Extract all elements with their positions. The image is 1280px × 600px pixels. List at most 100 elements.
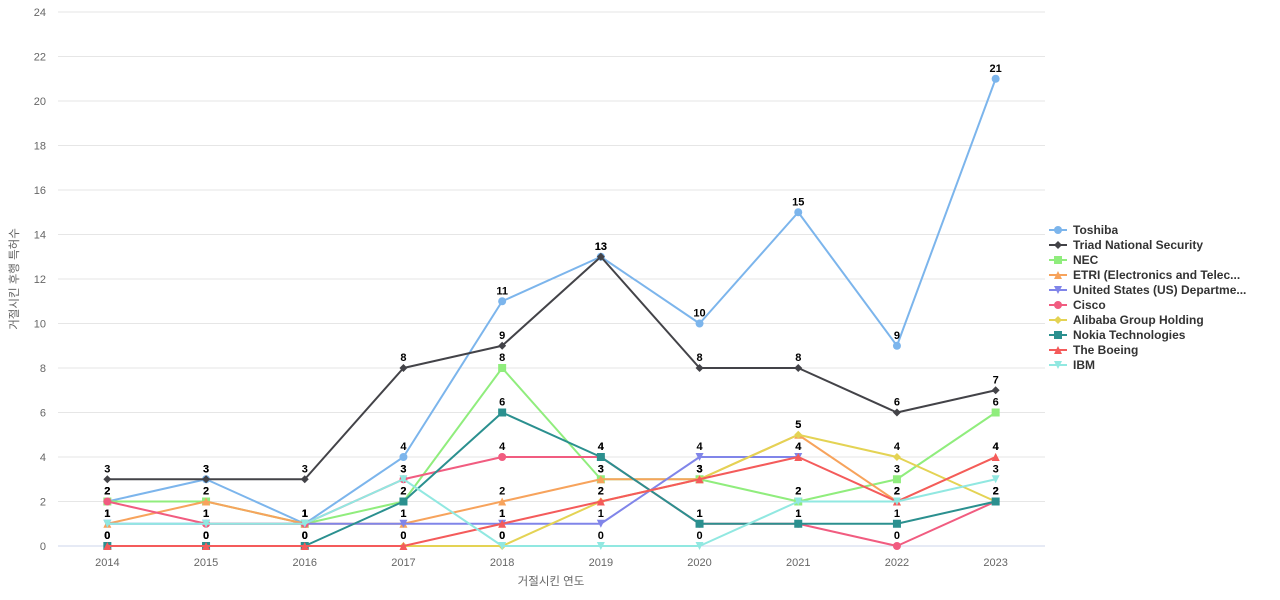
legend-marker-circle-icon: [1049, 225, 1067, 234]
data-label-triad-national-security-2019: 13: [595, 241, 607, 253]
legend-marker-diamond-icon: [1049, 240, 1067, 249]
point-cisco-2018[interactable]: [498, 453, 507, 461]
point-triad-national-security-2021[interactable]: [794, 364, 803, 372]
point-the-boeing-2014[interactable]: [103, 542, 112, 550]
point-nokia-technologies-2020[interactable]: [695, 519, 704, 528]
point-etri-electronics-and-telec-2015[interactable]: [202, 497, 211, 506]
point-united-states-us-departme-2017[interactable]: [399, 519, 408, 528]
legend-item-cisco[interactable]: Cisco: [1048, 297, 1278, 312]
point-toshiba-2020[interactable]: [695, 319, 704, 328]
legend-marker-triangle-icon: [1049, 270, 1067, 279]
point-the-boeing-2021[interactable]: [794, 453, 803, 461]
point-toshiba-2018[interactable]: [498, 297, 507, 306]
x-tick-2016: 2016: [293, 557, 317, 569]
point-the-boeing-2017[interactable]: [399, 542, 408, 550]
point-triad-national-security-2016[interactable]: [300, 475, 309, 484]
point-toshiba-2021[interactable]: [794, 208, 803, 217]
legend-item-nokia-technologies[interactable]: Nokia Technologies: [1048, 327, 1278, 342]
data-label-the-boeing-2019: 2: [598, 486, 604, 498]
point-nokia-technologies-2019[interactable]: [596, 453, 605, 461]
data-label-toshiba-2021: 15: [792, 196, 804, 208]
point-ibm-2016[interactable]: [300, 519, 309, 528]
point-triad-national-security-2018[interactable]: [498, 341, 507, 350]
x-tick-2018: 2018: [490, 557, 514, 569]
point-ibm-2018[interactable]: [498, 542, 507, 550]
point-the-boeing-2016[interactable]: [300, 542, 309, 550]
data-label-toshiba-2019: 13: [595, 241, 607, 253]
point-nokia-technologies-2017[interactable]: [399, 497, 408, 506]
data-label-the-boeing-2022: 2: [894, 486, 900, 498]
data-label-toshiba-2022: 9: [894, 330, 900, 342]
series-triad-national-security: [103, 252, 1000, 484]
legend-label: Cisco: [1073, 297, 1106, 312]
point-ibm-2017[interactable]: [399, 475, 408, 484]
legend-label: Triad National Security: [1073, 237, 1204, 252]
data-label-cisco-2015: 1: [203, 508, 209, 520]
point-nec-2018[interactable]: [498, 364, 507, 372]
point-united-states-us-departme-2020[interactable]: [695, 453, 704, 461]
point-etri-electronics-and-telec-2019[interactable]: [596, 475, 605, 484]
point-cisco-2014[interactable]: [103, 497, 112, 506]
legend-marker-triangle-down-icon: [1049, 360, 1067, 369]
legend-marker-diamond-icon: [1049, 315, 1067, 324]
x-tick-2019: 2019: [589, 557, 613, 569]
point-alibaba-group-holding-2021[interactable]: [794, 430, 803, 439]
legend-item-united-states-us-departme[interactable]: United States (US) Departme...: [1048, 282, 1278, 297]
point-nokia-technologies-2023[interactable]: [991, 497, 1000, 506]
legend-item-ibm[interactable]: IBM: [1048, 357, 1278, 372]
data-label-united-states-us-departme-2016: 1: [302, 508, 308, 520]
data-label-united-states-us-departme-2018: 1: [499, 508, 505, 520]
data-label-cisco-2016: 1: [302, 508, 308, 520]
point-the-boeing-2019[interactable]: [596, 497, 605, 506]
y-tick-0: 0: [40, 541, 46, 553]
legend-item-etri-electronics-and-telec[interactable]: ETRI (Electronics and Telec...: [1048, 267, 1278, 282]
point-nokia-technologies-2018[interactable]: [498, 408, 507, 417]
point-triad-national-security-2023[interactable]: [991, 386, 1000, 395]
point-cisco-2022[interactable]: [892, 542, 901, 550]
point-ibm-2019[interactable]: [596, 542, 605, 550]
point-ibm-2021[interactable]: [794, 497, 803, 506]
point-the-boeing-2023[interactable]: [991, 453, 1000, 461]
point-nokia-technologies-2021[interactable]: [794, 519, 803, 528]
data-label-the-boeing-2023: 4: [993, 441, 1000, 453]
legend-item-toshiba[interactable]: Toshiba: [1048, 222, 1278, 237]
point-ibm-2014[interactable]: [103, 519, 112, 528]
legend-label: United States (US) Departme...: [1073, 282, 1247, 297]
point-nec-2022[interactable]: [892, 475, 901, 484]
legend: Toshiba Triad National Security NEC ETRI (E…: [1048, 222, 1278, 372]
legend-item-nec[interactable]: NEC: [1048, 252, 1278, 267]
point-etri-electronics-and-telec-2018[interactable]: [498, 497, 507, 506]
point-nec-2023[interactable]: [991, 408, 1000, 417]
point-triad-national-security-2020[interactable]: [695, 364, 704, 372]
data-label-cisco-2023: 2: [993, 486, 999, 498]
point-triad-national-security-2014[interactable]: [103, 475, 112, 484]
data-label-alibaba-group-holding-2020: 3: [696, 463, 702, 475]
point-triad-national-security-2017[interactable]: [399, 364, 408, 372]
point-toshiba-2023[interactable]: [991, 74, 1000, 83]
point-triad-national-security-2022[interactable]: [892, 408, 901, 417]
point-ibm-2023[interactable]: [991, 475, 1000, 484]
point-triad-national-security-2015[interactable]: [202, 475, 211, 484]
point-the-boeing-2015[interactable]: [202, 542, 211, 550]
legend-item-the-boeing[interactable]: The Boeing: [1048, 342, 1278, 357]
point-the-boeing-2020[interactable]: [695, 475, 704, 484]
point-alibaba-group-holding-2022[interactable]: [892, 453, 901, 461]
point-the-boeing-2018[interactable]: [498, 519, 507, 528]
legend-item-alibaba-group-holding[interactable]: Alibaba Group Holding: [1048, 312, 1278, 327]
data-label-nec-2021: 2: [795, 486, 801, 498]
data-label-ibm-2020: 0: [696, 530, 702, 542]
point-toshiba-2017[interactable]: [399, 453, 408, 461]
point-ibm-2022[interactable]: [892, 497, 901, 506]
point-united-states-us-departme-2019[interactable]: [596, 519, 605, 528]
point-ibm-2015[interactable]: [202, 519, 211, 528]
data-label-alibaba-group-holding-2023: 2: [993, 486, 999, 498]
point-triad-national-security-2019[interactable]: [596, 252, 605, 261]
point-toshiba-2022[interactable]: [892, 341, 901, 350]
data-label-alibaba-group-holding-2014: 0: [104, 530, 110, 542]
x-tick-2017: 2017: [391, 557, 415, 569]
data-label-alibaba-group-holding-2019: 2: [598, 486, 604, 498]
legend-item-triad-national-security[interactable]: Triad National Security: [1048, 237, 1278, 252]
point-nokia-technologies-2022[interactable]: [892, 519, 901, 528]
point-ibm-2020[interactable]: [695, 542, 704, 550]
